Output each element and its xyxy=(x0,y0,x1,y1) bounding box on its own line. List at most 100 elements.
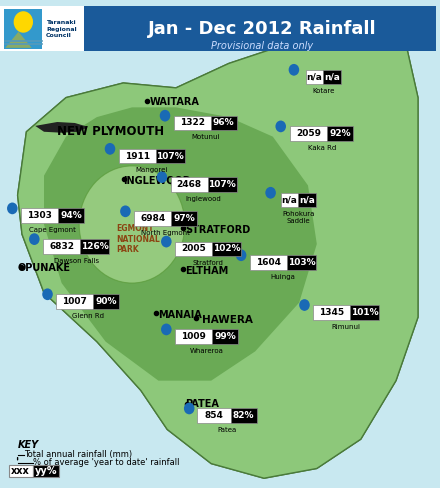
Polygon shape xyxy=(106,148,114,155)
Text: 107%: 107% xyxy=(208,180,236,189)
Text: yy%: yy% xyxy=(35,466,58,476)
Polygon shape xyxy=(238,255,245,261)
Polygon shape xyxy=(163,329,170,335)
Text: Rimunui: Rimunui xyxy=(332,324,361,329)
Circle shape xyxy=(14,11,33,33)
FancyBboxPatch shape xyxy=(327,126,353,141)
FancyBboxPatch shape xyxy=(119,149,156,163)
FancyBboxPatch shape xyxy=(175,329,212,344)
Text: 1303: 1303 xyxy=(27,211,52,220)
Polygon shape xyxy=(267,192,274,199)
Circle shape xyxy=(120,205,131,217)
Polygon shape xyxy=(9,208,16,214)
FancyBboxPatch shape xyxy=(212,242,241,256)
Text: Motunui: Motunui xyxy=(191,134,220,140)
Circle shape xyxy=(29,233,40,245)
FancyBboxPatch shape xyxy=(281,193,298,207)
Circle shape xyxy=(299,299,310,311)
Text: Jan - Dec 2012 Rainfall: Jan - Dec 2012 Rainfall xyxy=(147,20,376,38)
Text: Dawson Falls: Dawson Falls xyxy=(54,258,99,264)
Text: Kotare: Kotare xyxy=(312,88,334,94)
FancyBboxPatch shape xyxy=(171,211,197,226)
Text: Whareroa: Whareroa xyxy=(190,348,224,354)
Text: n/a: n/a xyxy=(307,73,323,81)
Polygon shape xyxy=(35,122,88,133)
FancyBboxPatch shape xyxy=(231,408,257,423)
FancyBboxPatch shape xyxy=(290,126,327,141)
Text: NEW PLYMOUTH: NEW PLYMOUTH xyxy=(57,125,164,138)
Polygon shape xyxy=(31,239,38,245)
Text: 94%: 94% xyxy=(60,211,82,220)
Polygon shape xyxy=(161,115,169,122)
Text: Glenn Rd: Glenn Rd xyxy=(72,313,104,319)
Text: n/a: n/a xyxy=(282,196,297,204)
Text: Provisional data only: Provisional data only xyxy=(211,41,313,51)
Circle shape xyxy=(7,203,18,214)
Text: 82%: 82% xyxy=(233,411,254,420)
Polygon shape xyxy=(290,69,297,76)
Polygon shape xyxy=(264,10,418,478)
Circle shape xyxy=(236,249,246,261)
Text: 96%: 96% xyxy=(213,119,235,127)
FancyBboxPatch shape xyxy=(21,208,58,223)
Text: MANAIA: MANAIA xyxy=(158,310,202,320)
FancyBboxPatch shape xyxy=(33,465,59,477)
Text: Inglewood: Inglewood xyxy=(186,196,222,202)
Polygon shape xyxy=(5,32,32,48)
Text: 107%: 107% xyxy=(156,152,184,161)
Text: 2059: 2059 xyxy=(297,129,321,138)
Circle shape xyxy=(160,110,170,122)
FancyBboxPatch shape xyxy=(84,6,436,51)
Text: 97%: 97% xyxy=(173,214,195,223)
Text: 2468: 2468 xyxy=(176,180,202,189)
FancyBboxPatch shape xyxy=(58,208,84,223)
FancyBboxPatch shape xyxy=(212,329,238,344)
Text: 6984: 6984 xyxy=(140,214,165,223)
Text: STRATFORD: STRATFORD xyxy=(185,225,250,235)
FancyBboxPatch shape xyxy=(4,9,42,49)
Text: Cape Egmont: Cape Egmont xyxy=(29,227,76,233)
Circle shape xyxy=(265,187,276,199)
FancyBboxPatch shape xyxy=(43,239,80,254)
Polygon shape xyxy=(44,294,51,300)
Text: 99%: 99% xyxy=(214,332,236,341)
Text: xxx: xxx xyxy=(11,466,30,476)
Circle shape xyxy=(184,403,194,414)
Circle shape xyxy=(275,121,286,132)
FancyBboxPatch shape xyxy=(306,70,323,84)
Text: 6832: 6832 xyxy=(49,242,74,251)
Text: 102%: 102% xyxy=(213,244,240,253)
Text: 1604: 1604 xyxy=(256,258,281,267)
Polygon shape xyxy=(18,10,418,478)
Text: EGMONT
NATIONAL
PARK: EGMONT NATIONAL PARK xyxy=(117,224,160,254)
Polygon shape xyxy=(44,107,317,381)
FancyBboxPatch shape xyxy=(313,305,350,320)
FancyBboxPatch shape xyxy=(350,305,379,320)
FancyBboxPatch shape xyxy=(93,294,119,309)
Circle shape xyxy=(289,64,299,76)
Text: HAWERA: HAWERA xyxy=(202,315,253,325)
Text: Huinga: Huinga xyxy=(271,274,295,280)
Circle shape xyxy=(42,288,53,300)
Circle shape xyxy=(105,143,115,155)
Polygon shape xyxy=(301,305,308,311)
FancyBboxPatch shape xyxy=(250,255,287,270)
Polygon shape xyxy=(163,241,170,247)
Text: n/a: n/a xyxy=(299,196,315,204)
Polygon shape xyxy=(264,10,418,478)
FancyBboxPatch shape xyxy=(56,294,93,309)
FancyBboxPatch shape xyxy=(9,465,33,477)
FancyBboxPatch shape xyxy=(208,177,237,192)
Text: Kaka Rd: Kaka Rd xyxy=(308,145,336,151)
FancyBboxPatch shape xyxy=(134,211,171,226)
FancyBboxPatch shape xyxy=(323,70,341,84)
Text: PATEA: PATEA xyxy=(185,399,219,409)
Text: 103%: 103% xyxy=(288,258,315,267)
Text: North Egmont: North Egmont xyxy=(141,230,190,236)
Circle shape xyxy=(157,171,167,183)
Text: OPUNAKE: OPUNAKE xyxy=(18,264,70,273)
FancyBboxPatch shape xyxy=(175,242,212,256)
Circle shape xyxy=(79,166,185,283)
Text: 1345: 1345 xyxy=(319,308,345,317)
Text: 1009: 1009 xyxy=(181,332,206,341)
